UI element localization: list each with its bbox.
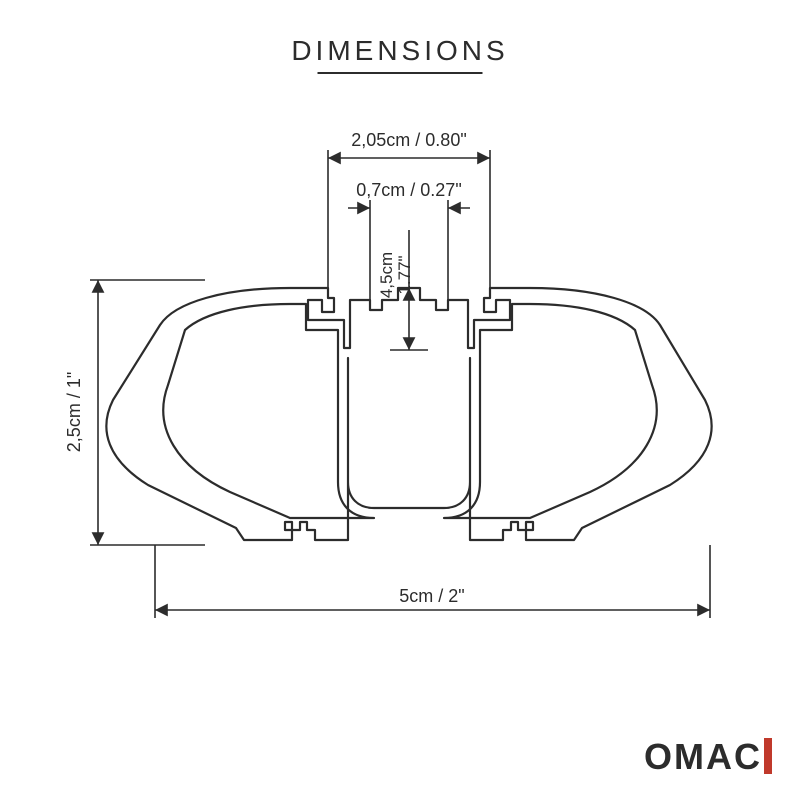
dim-depth-label-cm: 4,5cm [377, 252, 396, 298]
title-underline [318, 72, 483, 74]
brand-logo-text: OMAC [644, 736, 762, 777]
dim-width-label: 5cm / 2" [399, 586, 464, 606]
brand-accent-icon [764, 738, 772, 774]
dim-height: 2,5cm / 1" [64, 280, 205, 545]
dim-top-inner-label: 0,7cm / 0.27" [356, 180, 461, 200]
dimension-diagram: 2,5cm / 1" 5cm / 2" 2,05cm / 0.80" [50, 100, 750, 640]
dim-depth-label-in: 1.77" [395, 255, 414, 294]
dim-width: 5cm / 2" [155, 545, 710, 618]
page-title: DIMENSIONS [0, 35, 800, 67]
dim-top-outer-label: 2,05cm / 0.80" [351, 130, 466, 150]
dim-height-label: 2,5cm / 1" [64, 372, 84, 452]
brand-logo: OMAC [644, 736, 772, 778]
